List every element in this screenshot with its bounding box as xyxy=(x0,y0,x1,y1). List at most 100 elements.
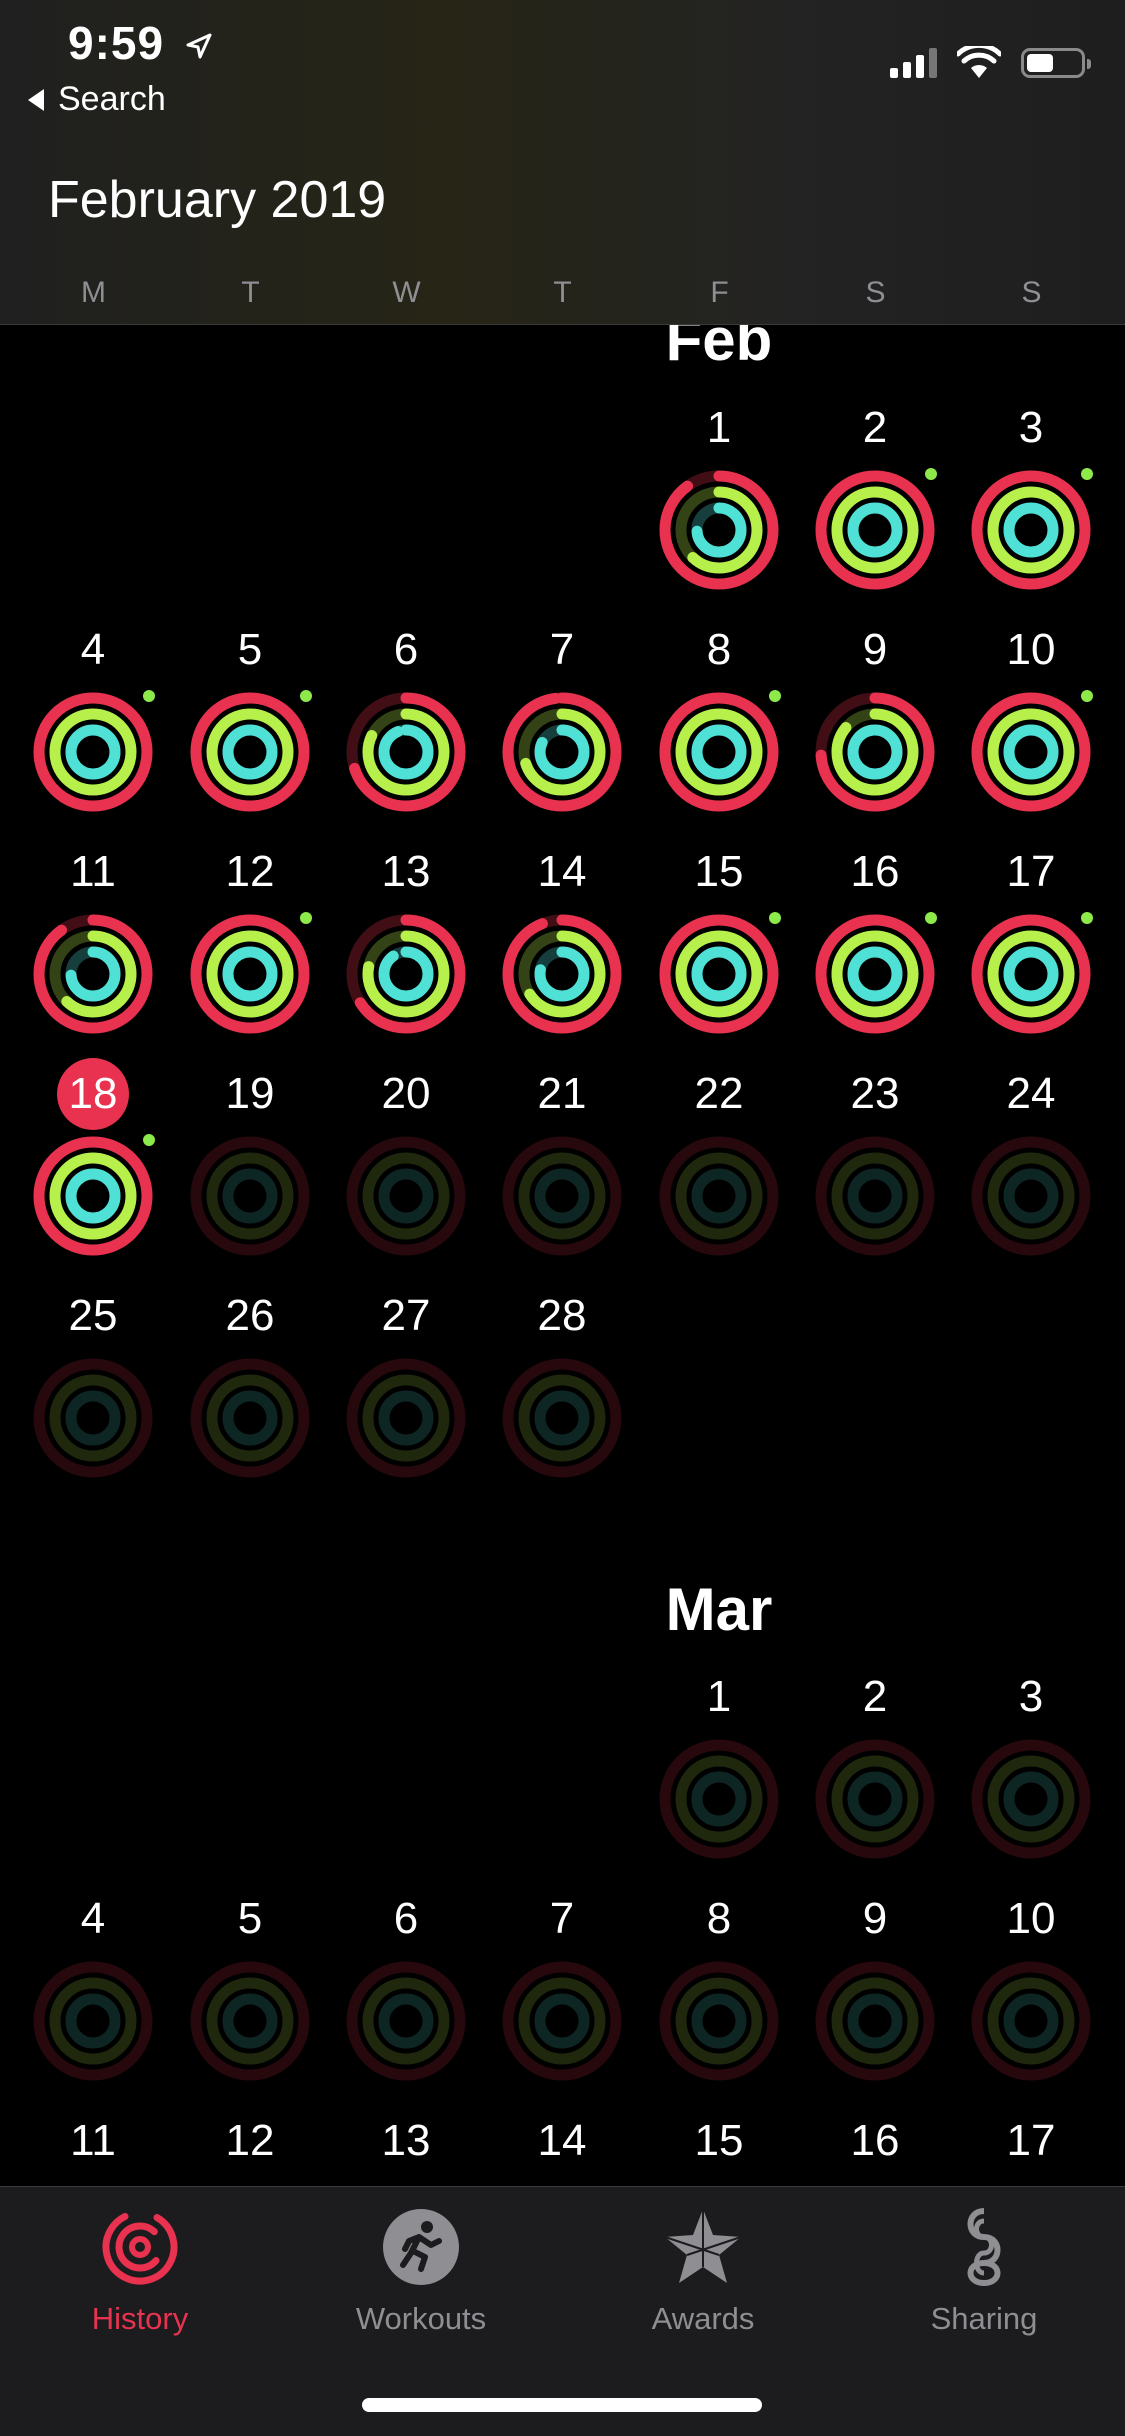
day-number: 24 xyxy=(1006,1069,1056,1118)
day-number: 19 xyxy=(225,1069,275,1118)
weekday-label: M xyxy=(81,276,106,309)
day-number: 10 xyxy=(1006,1894,1056,1943)
activity-rings-empty xyxy=(190,1136,310,1256)
activity-rings-empty xyxy=(815,1961,935,2081)
back-to-search-link[interactable]: Search xyxy=(28,80,166,119)
activity-rings xyxy=(33,914,153,1034)
activity-rings xyxy=(659,470,779,590)
day-number: 2 xyxy=(862,1672,888,1721)
weekday-label: S xyxy=(1021,276,1042,309)
day-number: 14 xyxy=(537,2116,587,2165)
sharing-links-icon xyxy=(967,2208,1001,2287)
activity-rings xyxy=(190,912,312,1034)
activity-rings xyxy=(971,468,1093,590)
activity-rings xyxy=(346,692,466,812)
page-title: February 2019 xyxy=(48,171,387,229)
tab-bar: History Workouts Awards Sharing xyxy=(0,2186,1125,2436)
day-number: 15 xyxy=(694,2116,744,2165)
wifi-icon xyxy=(957,46,1001,78)
location-arrow-icon xyxy=(186,33,212,59)
activity-rings xyxy=(502,692,622,812)
activity-rings-empty xyxy=(33,1961,153,2081)
header: 9:59 Search February 2019 M T W T F S S xyxy=(0,0,1125,325)
star-award-icon xyxy=(664,2209,742,2283)
day-number: 22 xyxy=(694,1069,744,1118)
weekday-label: T xyxy=(241,276,260,309)
activity-rings xyxy=(971,912,1093,1034)
day-number: 4 xyxy=(80,625,106,674)
status-icons xyxy=(890,46,1091,80)
day-number: 23 xyxy=(850,1069,900,1118)
day-number: 28 xyxy=(537,1291,587,1340)
day-number: 5 xyxy=(237,625,263,674)
day-number: 8 xyxy=(706,625,732,674)
activity-rings-empty xyxy=(190,1358,310,1478)
battery-icon xyxy=(1021,48,1091,78)
activity-rings-empty xyxy=(815,1739,935,1859)
day-number: 13 xyxy=(381,2116,431,2165)
day-number: 15 xyxy=(694,847,744,896)
day-number: 21 xyxy=(537,1069,587,1118)
day-number: 10 xyxy=(1006,625,1056,674)
activity-rings xyxy=(659,912,781,1034)
day-number: 26 xyxy=(225,1291,275,1340)
day-number: 13 xyxy=(381,847,431,896)
day-number: 7 xyxy=(549,1894,575,1943)
activity-rings-empty xyxy=(502,1136,622,1256)
activity-rings-empty xyxy=(33,1358,153,1478)
back-label: Search xyxy=(58,80,166,118)
activity-rings xyxy=(815,912,937,1034)
activity-rings xyxy=(659,690,781,812)
day-number: 2 xyxy=(862,403,888,452)
tab-history[interactable]: History xyxy=(30,2207,250,2337)
day-number: 12 xyxy=(225,847,275,896)
activity-rings-empty xyxy=(659,1136,779,1256)
day-number: 16 xyxy=(850,847,900,896)
activity-rings-empty xyxy=(971,1136,1091,1256)
activity-rings xyxy=(33,690,155,812)
tab-sharing[interactable]: Sharing xyxy=(874,2207,1094,2337)
weekday-label: W xyxy=(392,276,421,309)
activity-rings-empty xyxy=(502,1358,622,1478)
day-number: 7 xyxy=(549,625,575,674)
day-number: 3 xyxy=(1018,1672,1044,1721)
day-number: 9 xyxy=(862,625,888,674)
running-figure-icon xyxy=(383,2209,459,2285)
activity-rings-empty xyxy=(346,1136,466,1256)
history-rings-icon xyxy=(102,2209,178,2285)
activity-rings-empty xyxy=(815,1136,935,1256)
day-number: 6 xyxy=(393,625,419,674)
weekday-label: F xyxy=(710,276,729,309)
day-number: 12 xyxy=(225,2116,275,2165)
cellular-signal-icon xyxy=(890,48,937,78)
day-number: 5 xyxy=(237,1894,263,1943)
weekday-label: T xyxy=(553,276,572,309)
day-number: 3 xyxy=(1018,403,1044,452)
activity-rings xyxy=(346,914,466,1034)
tab-label: Workouts xyxy=(355,2301,487,2336)
back-triangle-icon xyxy=(28,88,44,111)
tab-label: Sharing xyxy=(930,2301,1038,2336)
activity-rings xyxy=(502,914,622,1034)
day-number: 11 xyxy=(70,847,116,896)
day-number: 25 xyxy=(68,1291,118,1340)
activity-rings-empty xyxy=(346,1961,466,2081)
status-time: 9:59 xyxy=(68,16,214,70)
tab-awards[interactable]: Awards xyxy=(593,2207,813,2337)
today-day-number: 18 xyxy=(23,1058,163,1130)
activity-rings xyxy=(815,692,935,812)
day-number: 8 xyxy=(706,1894,732,1943)
tab-label: Awards xyxy=(651,2301,755,2336)
activity-rings-empty xyxy=(971,1739,1091,1859)
activity-rings-empty xyxy=(971,1961,1091,2081)
activity-rings xyxy=(815,468,937,590)
day-number: 9 xyxy=(862,1894,888,1943)
day-number: 14 xyxy=(537,847,587,896)
day-number: 27 xyxy=(381,1291,431,1340)
home-indicator[interactable] xyxy=(362,2398,762,2412)
tab-label: History xyxy=(91,2301,189,2336)
tab-workouts[interactable]: Workouts xyxy=(311,2207,531,2337)
day-number: 1 xyxy=(706,403,732,452)
